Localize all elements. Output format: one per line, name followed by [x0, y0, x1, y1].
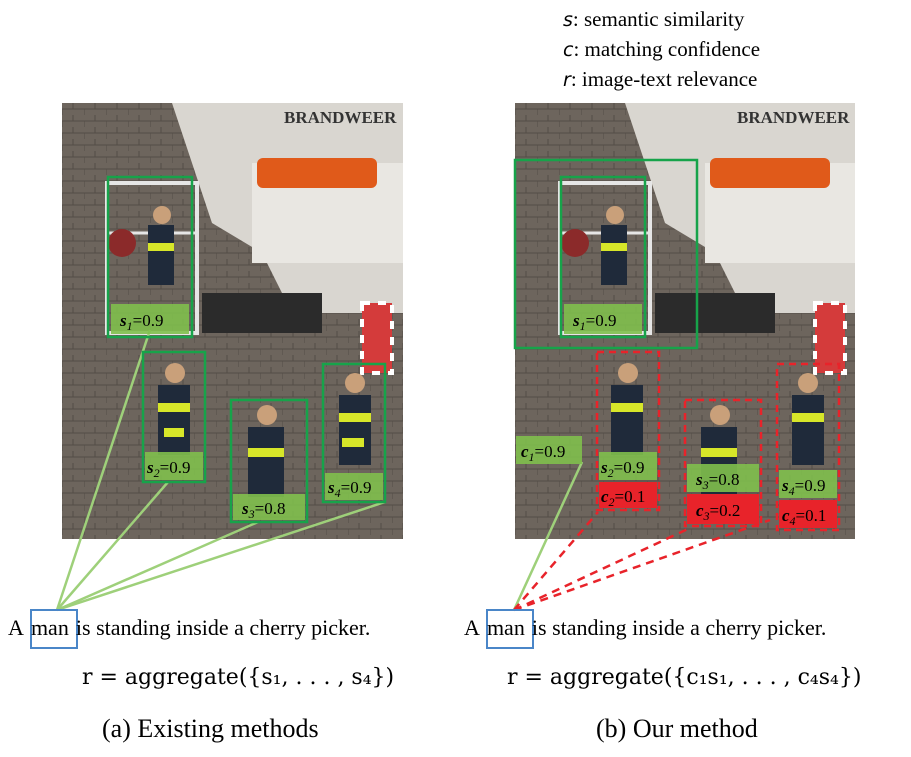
left-formula: r = aggregate({s₁, . . . , s₄})	[82, 665, 395, 690]
right-connector-1	[512, 461, 584, 611]
right-conf-4: c4=0.1	[782, 506, 826, 528]
right-box-1	[559, 175, 647, 339]
right-caption-word: man	[486, 615, 525, 640]
right-connector-4	[513, 518, 771, 612]
truck-label: BRANDWEER	[284, 108, 397, 127]
right-box-outer	[513, 158, 699, 350]
legend-relevance: r: image-text relevance	[563, 67, 758, 91]
left-caption-word: man	[30, 615, 69, 640]
left-box-4	[321, 362, 387, 504]
left-connector-2	[56, 481, 169, 611]
right-conf-3: c3=0.2	[696, 501, 740, 523]
right-connector-2	[513, 511, 599, 611]
left-score-2: s2=0.9	[146, 458, 190, 480]
right-formula: r = aggregate({c₁s₁, . . . , c₄s₄})	[507, 665, 862, 690]
left-score-4: s4=0.9	[327, 478, 371, 500]
left-box-3	[229, 398, 309, 524]
left-scores: s1=0.9 s2=0.9 s3=0.8 s4=0.9	[111, 304, 383, 521]
left-score-3: s3=0.8	[241, 499, 285, 521]
right-panel-label: (b) Our method	[596, 714, 758, 743]
legend-similarity: s: semantic similarity	[563, 7, 745, 31]
left-box-1	[106, 175, 194, 339]
right-sim-2: s2=0.9	[600, 458, 644, 480]
right-box-4	[775, 362, 841, 532]
right-word-highlight	[486, 609, 534, 649]
left-panel-label: (a) Existing methods	[102, 714, 319, 743]
right-conf-1: c1=0.9	[521, 442, 565, 464]
left-score-1: s1=0.9	[119, 311, 163, 333]
right-connectors-red	[513, 511, 771, 612]
right-box-3	[683, 398, 763, 528]
truck-label: BRANDWEER	[737, 108, 850, 127]
right-sim-1: s1=0.9	[572, 311, 616, 333]
right-scores: s1=0.9 c1=0.9 s2=0.9 c2=0.1 s3=0.8 c3=0.…	[516, 304, 837, 528]
left-connectors	[55, 329, 386, 612]
right-sim-4: s4=0.9	[781, 476, 825, 498]
left-connector-4	[56, 500, 386, 612]
left-connector-1	[55, 329, 152, 611]
legend-confidence: c: matching confidence	[563, 37, 761, 61]
left-word-highlight	[30, 609, 78, 649]
right-box-2	[595, 350, 661, 512]
left-box-2	[141, 350, 207, 484]
right-sim-3: s3=0.8	[695, 470, 739, 492]
right-conf-2: c2=0.1	[601, 487, 645, 509]
right-connector-3	[513, 526, 691, 612]
left-connector-3	[56, 520, 259, 612]
